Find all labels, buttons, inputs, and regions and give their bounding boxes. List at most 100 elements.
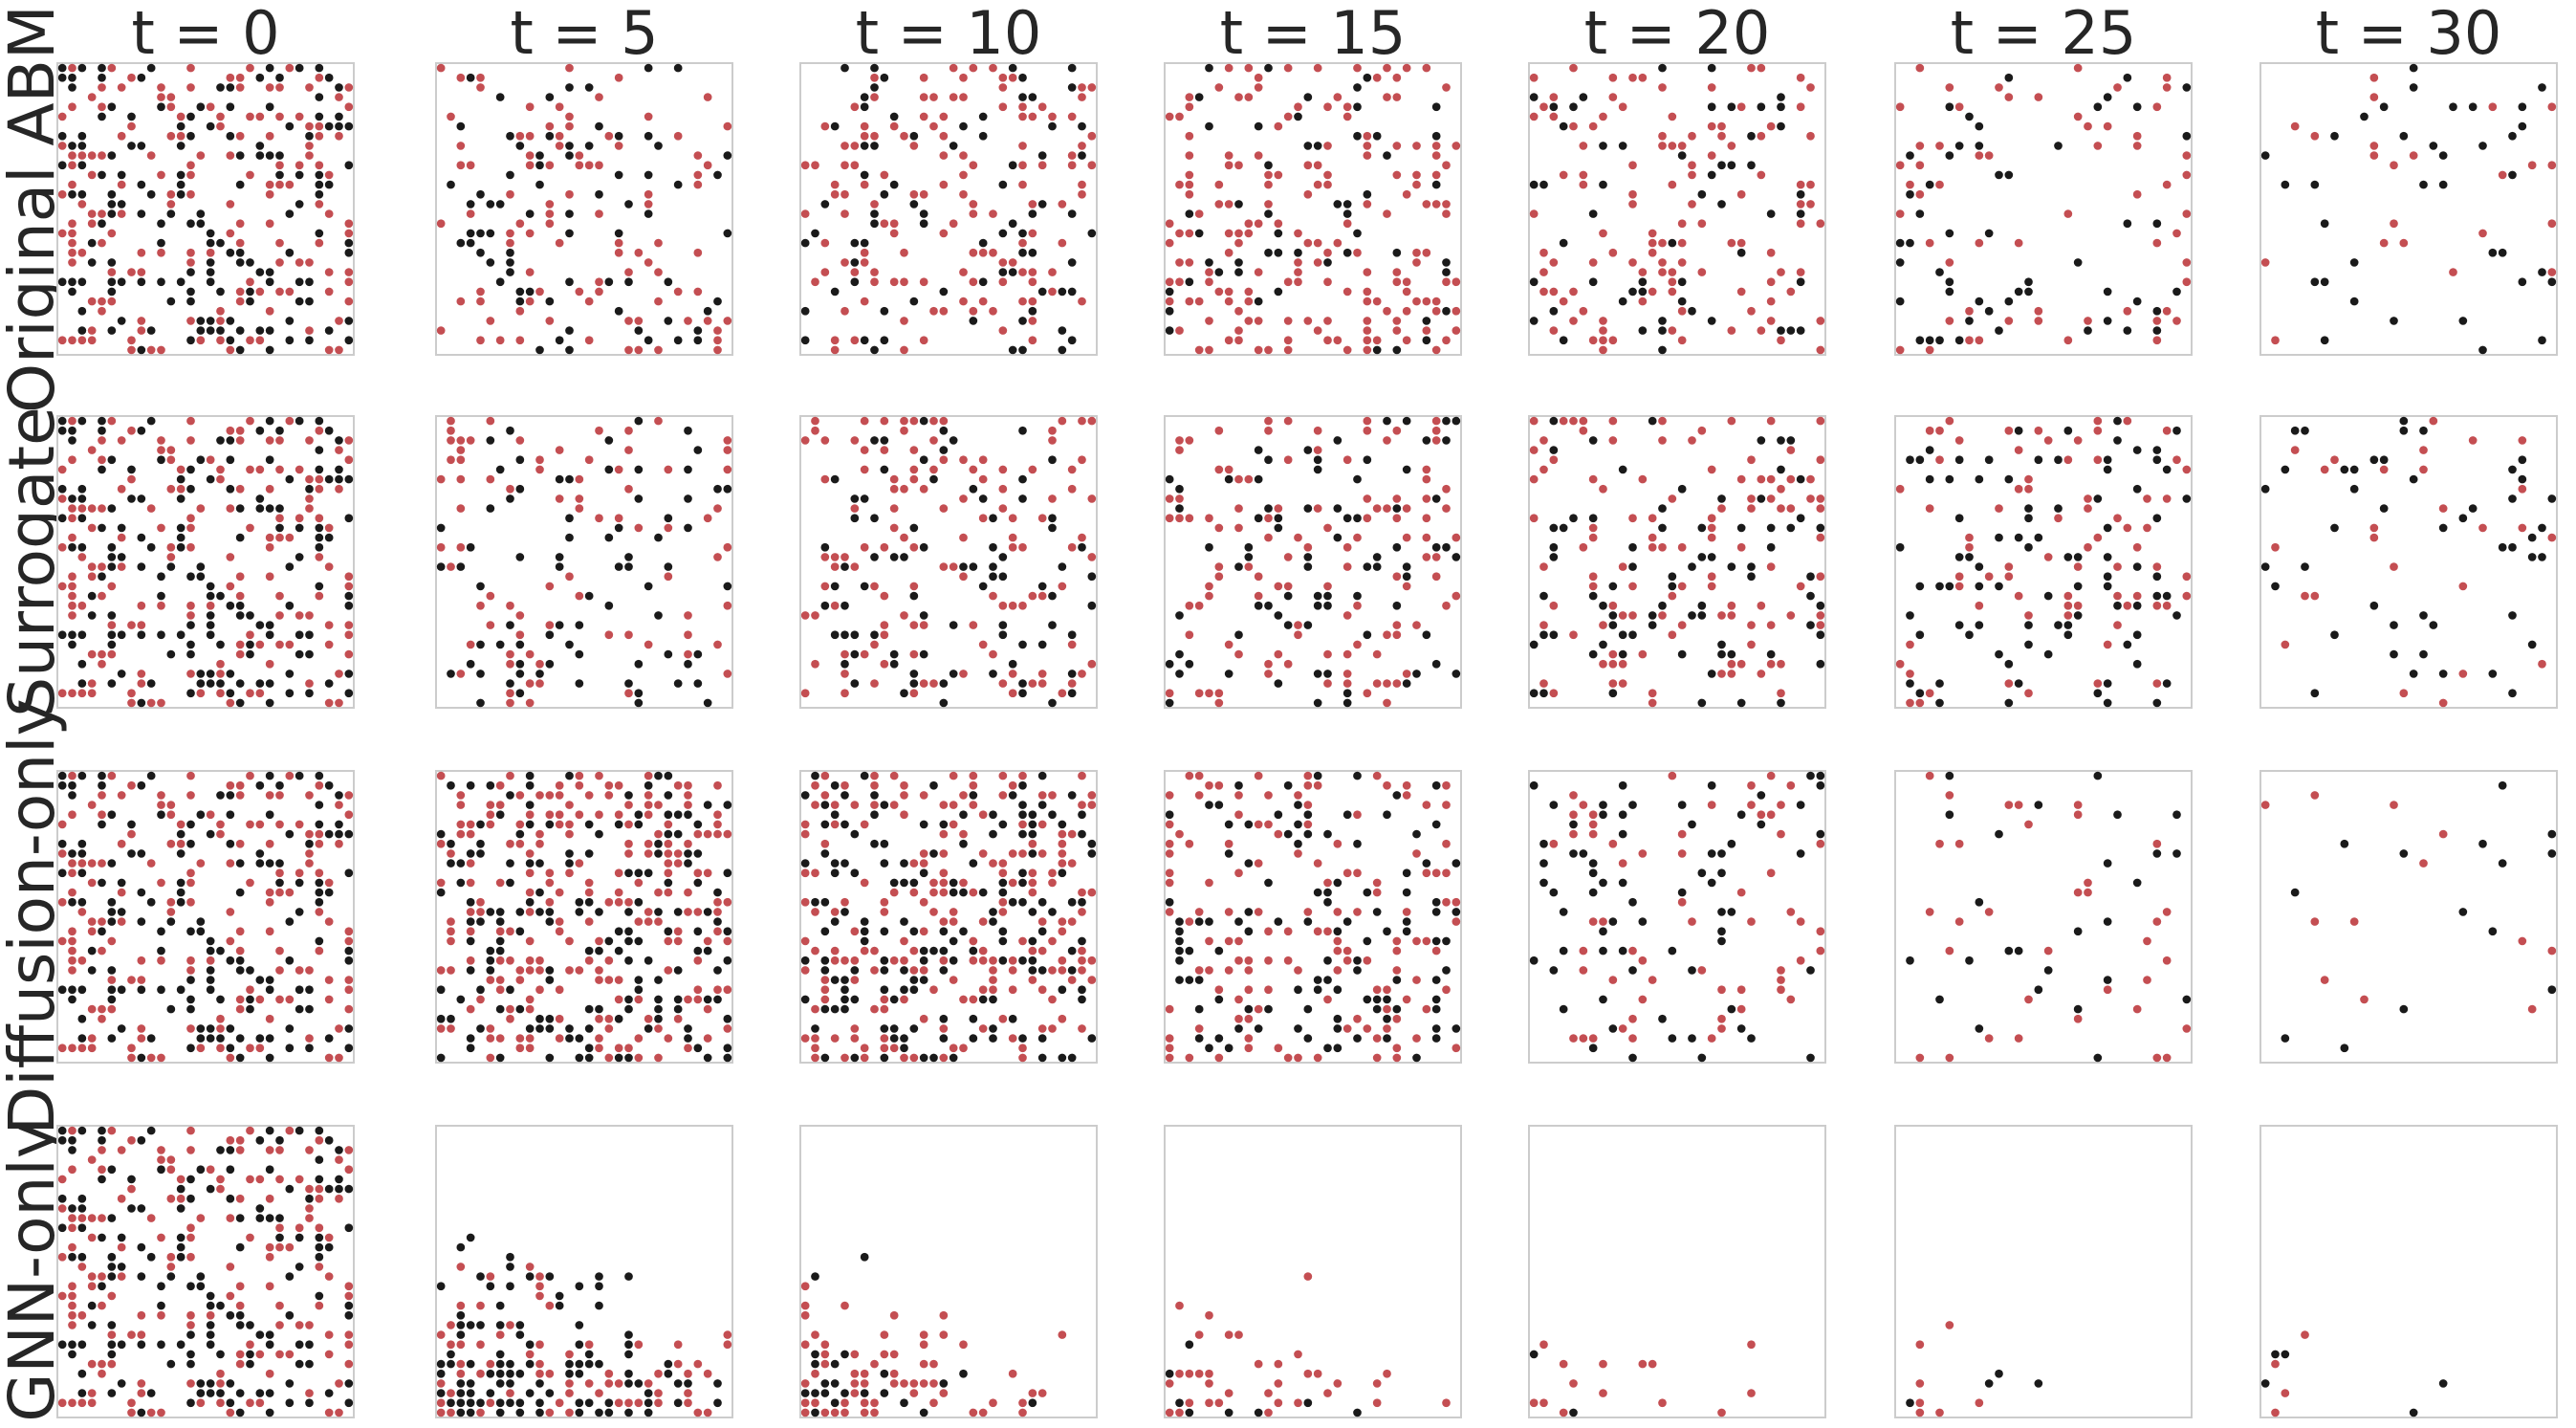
agent-dot-red [1422, 297, 1431, 306]
agent-dot-black [265, 455, 274, 465]
agent-dot-black [235, 1242, 245, 1252]
agent-dot-red [1008, 670, 1017, 678]
agent-dot-red [1588, 829, 1598, 839]
agent-dot-red [998, 258, 1008, 267]
agent-dot-black [535, 1408, 544, 1417]
agent-dot-red [1205, 936, 1213, 946]
agent-dot-black [2369, 455, 2379, 465]
agent-dot-black [535, 670, 544, 678]
agent-dot-black [949, 436, 958, 445]
agent-dot-red [919, 1340, 928, 1350]
agent-dot-red [565, 829, 574, 839]
agent-dot-black [1915, 582, 1925, 591]
agent-dot-red [1539, 287, 1548, 297]
agent-dot-black [1333, 436, 1343, 445]
agent-dot-red [880, 219, 889, 229]
agent-dot-red [850, 268, 860, 276]
agent-dot-red [324, 698, 334, 708]
agent-dot-red [604, 780, 614, 790]
agent-dot-red [57, 1204, 67, 1213]
agent-dot-black [235, 1408, 245, 1417]
agent-dot-red [1214, 180, 1224, 189]
agent-dot-red [840, 1301, 849, 1310]
agent-dot-black [315, 465, 324, 474]
agent-dot-red [1294, 966, 1302, 975]
agent-dot-red [1175, 514, 1184, 523]
agent-dot-black [1677, 649, 1687, 659]
agent-dot-red [77, 956, 87, 965]
agent-dot-red [1185, 1369, 1194, 1378]
agent-dot-red [889, 771, 899, 780]
agent-dot-red [634, 317, 644, 325]
agent-dot-black [196, 219, 206, 229]
agent-dot-red [87, 1282, 97, 1291]
agent-dot-black [998, 180, 1008, 189]
agent-dot-red [68, 1321, 76, 1329]
agent-dot-red [2073, 1014, 2083, 1023]
agent-dot-black [1588, 1044, 1598, 1053]
agent-dot-black [77, 679, 87, 688]
agent-dot-red [604, 131, 614, 141]
agent-dot-red [166, 542, 176, 552]
agent-dot-black [595, 1004, 603, 1014]
agent-dot-red [1274, 121, 1283, 131]
agent-dot-red [830, 946, 840, 956]
agent-dot-red [1018, 820, 1027, 829]
agent-dot-red [2093, 142, 2103, 150]
agent-dot-black [77, 514, 87, 523]
agent-dot-black [969, 484, 978, 494]
agent-dot-red [295, 868, 304, 878]
agent-dot-black [800, 336, 810, 345]
agent-dot-black [1707, 317, 1716, 325]
agent-dot-red [2004, 572, 2014, 582]
agent-dot-black [57, 63, 67, 73]
agent-dot-black [107, 630, 117, 640]
agent-dot-red [889, 121, 899, 131]
agent-dot-black [998, 630, 1008, 640]
agent-dot-black [2409, 1408, 2418, 1417]
agent-dot-red [1165, 1034, 1174, 1043]
agent-dot-red [1254, 345, 1263, 355]
agent-dot-black [880, 801, 889, 809]
agent-dot-black [77, 416, 87, 426]
agent-dot-red [880, 416, 889, 426]
agent-dot-red [68, 229, 76, 238]
agent-dot-red [1175, 180, 1184, 189]
agent-dot-black [830, 1004, 840, 1014]
agent-dot-red [1529, 514, 1539, 523]
agent-dot-black [830, 1359, 840, 1369]
agent-dot-black [226, 83, 235, 92]
agent-dot-red [703, 93, 712, 101]
agent-dot-black [456, 1379, 466, 1388]
agent-dot-red [1008, 956, 1017, 965]
agent-dot-black [545, 1053, 555, 1063]
agent-dot-black [644, 131, 653, 141]
agent-dot-red [515, 976, 525, 984]
agent-dot-red [2152, 317, 2162, 325]
agent-dot-black [137, 849, 146, 858]
agent-dot-red [1078, 771, 1086, 780]
agent-dot-red [1786, 995, 1796, 1004]
agent-dot-black [1954, 514, 1964, 523]
agent-dot-black [1018, 73, 1027, 82]
agent-dot-black [1343, 698, 1352, 708]
agent-dot-black [2399, 426, 2409, 435]
agent-dot-black [684, 1024, 692, 1033]
agent-dot-red [1274, 1379, 1283, 1388]
agent-dot-red [909, 582, 919, 591]
agent-dot-red [1688, 436, 1696, 445]
agent-dot-red [1372, 1398, 1382, 1408]
agent-dot-black [811, 771, 819, 780]
agent-dot-red [684, 649, 692, 659]
agent-dot-red [235, 946, 245, 956]
agent-dot-red [265, 436, 274, 445]
agent-dot-red [900, 780, 908, 790]
agent-dot-black [1244, 859, 1254, 868]
agent-dot-red [1796, 200, 1805, 209]
agent-dot-red [1224, 297, 1233, 306]
agent-dot-red [1945, 258, 1954, 267]
agent-dot-black [723, 1053, 732, 1063]
agent-dot-black [2498, 859, 2507, 868]
agent-dot-black [525, 1359, 535, 1369]
agent-dot-black [1175, 611, 1184, 620]
